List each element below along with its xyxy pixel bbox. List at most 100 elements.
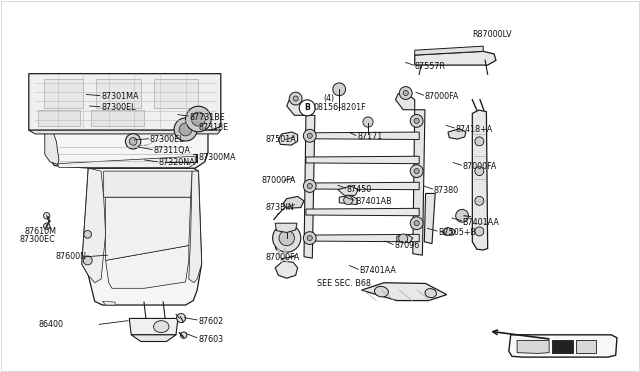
Polygon shape	[306, 132, 419, 140]
Circle shape	[333, 83, 346, 96]
Text: SEE SEC. B68: SEE SEC. B68	[317, 279, 371, 288]
Polygon shape	[283, 196, 304, 208]
Text: (4): (4)	[323, 94, 334, 103]
Circle shape	[444, 228, 452, 235]
Polygon shape	[472, 110, 488, 250]
Circle shape	[177, 314, 186, 323]
Text: 87000FA: 87000FA	[463, 162, 497, 171]
Circle shape	[125, 134, 141, 149]
Circle shape	[403, 90, 408, 96]
Text: 87610M: 87610M	[24, 227, 56, 235]
Circle shape	[186, 106, 211, 132]
Polygon shape	[576, 340, 596, 353]
Text: 87300EL: 87300EL	[150, 135, 184, 144]
Polygon shape	[29, 130, 221, 134]
Text: 87603: 87603	[198, 335, 223, 344]
Circle shape	[475, 196, 484, 205]
Text: 87311QA: 87311QA	[154, 146, 191, 155]
Circle shape	[44, 212, 50, 219]
Polygon shape	[154, 79, 198, 108]
Circle shape	[307, 183, 312, 189]
Polygon shape	[275, 261, 298, 278]
Polygon shape	[397, 234, 413, 243]
Polygon shape	[44, 79, 83, 108]
Circle shape	[303, 180, 316, 192]
Text: 87557R: 87557R	[415, 62, 445, 71]
Circle shape	[179, 123, 192, 136]
Circle shape	[363, 117, 373, 127]
Polygon shape	[517, 340, 549, 353]
Circle shape	[289, 92, 302, 105]
Polygon shape	[306, 234, 419, 242]
Polygon shape	[415, 46, 483, 55]
Circle shape	[414, 169, 419, 174]
Text: 87000FA: 87000FA	[261, 176, 296, 185]
Polygon shape	[45, 130, 59, 164]
Polygon shape	[29, 74, 221, 130]
Polygon shape	[278, 132, 298, 145]
Text: B7401AA: B7401AA	[360, 266, 397, 275]
Circle shape	[410, 165, 423, 177]
Polygon shape	[339, 195, 357, 205]
Text: 87320NA: 87320NA	[159, 158, 195, 167]
Circle shape	[129, 138, 137, 145]
Circle shape	[180, 332, 187, 339]
Polygon shape	[287, 100, 306, 115]
Circle shape	[44, 223, 50, 230]
Polygon shape	[275, 223, 297, 232]
Circle shape	[344, 196, 353, 205]
Circle shape	[174, 118, 197, 141]
Polygon shape	[104, 171, 192, 197]
Ellipse shape	[374, 286, 388, 297]
Text: 87300EL: 87300EL	[101, 103, 136, 112]
Polygon shape	[304, 115, 315, 258]
Circle shape	[475, 137, 484, 146]
Polygon shape	[96, 79, 141, 108]
Circle shape	[307, 235, 312, 241]
Circle shape	[191, 112, 205, 126]
Text: 87418+A: 87418+A	[456, 125, 493, 134]
Polygon shape	[552, 340, 573, 353]
Text: 86400: 86400	[38, 320, 63, 329]
Polygon shape	[82, 168, 202, 305]
Text: B7401AB: B7401AB	[355, 197, 392, 206]
Circle shape	[414, 118, 419, 124]
Polygon shape	[509, 335, 617, 357]
Circle shape	[399, 234, 408, 243]
Polygon shape	[448, 129, 466, 139]
Text: 87318E: 87318E	[198, 123, 228, 132]
Text: 87301MA: 87301MA	[101, 92, 139, 101]
Circle shape	[399, 87, 412, 99]
Polygon shape	[82, 168, 106, 283]
Text: B: B	[305, 103, 310, 112]
Text: 87602: 87602	[198, 317, 223, 326]
Text: B7401AA: B7401AA	[463, 218, 500, 227]
Polygon shape	[58, 156, 195, 167]
Polygon shape	[413, 110, 425, 255]
Polygon shape	[306, 208, 419, 216]
Polygon shape	[106, 246, 189, 288]
Circle shape	[300, 100, 315, 116]
Polygon shape	[129, 318, 178, 335]
Ellipse shape	[154, 321, 169, 333]
Text: B7505+B: B7505+B	[438, 228, 476, 237]
Circle shape	[410, 217, 423, 230]
Polygon shape	[38, 110, 80, 126]
Polygon shape	[338, 186, 358, 195]
Polygon shape	[106, 197, 191, 260]
Polygon shape	[91, 110, 144, 126]
Text: 87000FA: 87000FA	[425, 92, 460, 101]
Text: 87171: 87171	[357, 132, 382, 141]
Polygon shape	[442, 228, 456, 235]
Polygon shape	[131, 335, 176, 341]
Polygon shape	[275, 245, 294, 250]
Text: R87000LV: R87000LV	[472, 30, 512, 39]
Polygon shape	[306, 182, 419, 190]
Polygon shape	[415, 51, 496, 65]
Polygon shape	[189, 171, 202, 283]
Polygon shape	[306, 156, 419, 164]
Circle shape	[414, 221, 419, 226]
Circle shape	[475, 167, 484, 176]
Circle shape	[84, 231, 92, 238]
Circle shape	[410, 115, 423, 127]
